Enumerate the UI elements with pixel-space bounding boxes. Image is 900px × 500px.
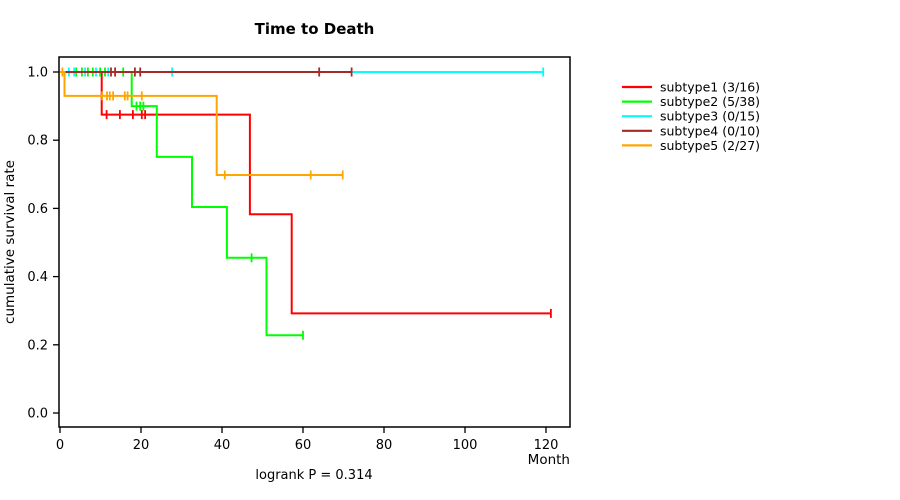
x-axis-tick-label: 60 xyxy=(295,438,312,453)
legend-label-subtype1: subtype1 (3/16) xyxy=(660,80,760,95)
y-axis-tick-label: 0.4 xyxy=(27,270,48,285)
y-axis-tick-label: 0.6 xyxy=(27,202,48,217)
legend-label-subtype5: subtype5 (2/27) xyxy=(660,138,760,153)
plot-frame xyxy=(58,56,571,428)
y-axis-label: cumulative survival rate xyxy=(2,160,18,324)
x-axis-tick-label: 40 xyxy=(214,438,231,453)
y-axis-tick-label: 0.0 xyxy=(27,407,48,422)
survival-curve-subtype1 xyxy=(60,71,551,315)
y-axis-tick-label: 1.0 xyxy=(27,66,48,81)
x-axis-tick-label: 80 xyxy=(376,438,393,453)
x-axis-label: Month xyxy=(528,452,570,468)
legend: subtype1 (3/16)subtype2 (5/38)subtype3 (… xyxy=(622,80,760,153)
x-axis-tick-label: 100 xyxy=(453,438,478,453)
axis-ticks: 0 20 40 60 80 100 120 0.0 0.2 0.4 0.6 0.8 1.0 xyxy=(27,66,558,454)
legend-label-subtype2: subtype2 (5/38) xyxy=(660,94,760,109)
survival-curve-subtype5 xyxy=(60,71,343,176)
logrank-p-text: logrank P = 0.314 xyxy=(255,468,372,483)
legend-label-subtype3: subtype3 (0/15) xyxy=(660,109,760,124)
x-axis-tick-label: 0 xyxy=(56,438,64,453)
page-title: Time to Death xyxy=(255,20,375,38)
x-axis-tick-label: 120 xyxy=(534,438,559,453)
legend-label-subtype4: subtype4 (0/10) xyxy=(660,123,760,138)
plot-box xyxy=(58,56,571,428)
survival-curves xyxy=(60,67,552,340)
x-axis-tick-label: 20 xyxy=(133,438,150,453)
y-axis-tick-label: 0.8 xyxy=(27,134,48,149)
y-axis-tick-label: 0.2 xyxy=(27,338,48,353)
survival-curve-subtype2 xyxy=(60,71,303,337)
